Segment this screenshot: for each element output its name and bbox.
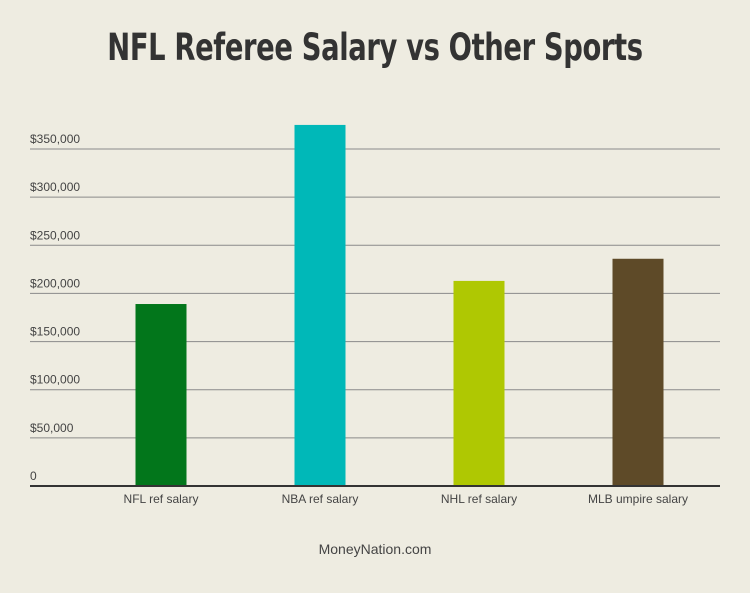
source-footer: MoneyNation.com bbox=[318, 541, 432, 557]
bar bbox=[612, 258, 664, 486]
bar bbox=[294, 124, 346, 486]
chart-title: NFL Referee Salary vs Other Sports bbox=[107, 26, 643, 69]
bar bbox=[453, 280, 505, 486]
bar bbox=[135, 304, 187, 486]
y-tick-label: $350,000 bbox=[30, 132, 80, 146]
x-tick-label: NFL ref salary bbox=[124, 492, 199, 506]
y-tick-label: $150,000 bbox=[30, 325, 80, 339]
y-tick-label: $100,000 bbox=[30, 373, 80, 387]
y-tick-label: $250,000 bbox=[30, 228, 80, 242]
x-tick-label: MLB umpire salary bbox=[588, 492, 688, 506]
y-tick-label: $300,000 bbox=[30, 180, 80, 194]
y-tick-label: 0 bbox=[30, 469, 37, 483]
x-tick-label: NBA ref salary bbox=[282, 492, 359, 506]
y-tick-label: $50,000 bbox=[30, 421, 74, 435]
y-tick-label: $200,000 bbox=[30, 276, 80, 290]
x-tick-label: NHL ref salary bbox=[441, 492, 517, 506]
